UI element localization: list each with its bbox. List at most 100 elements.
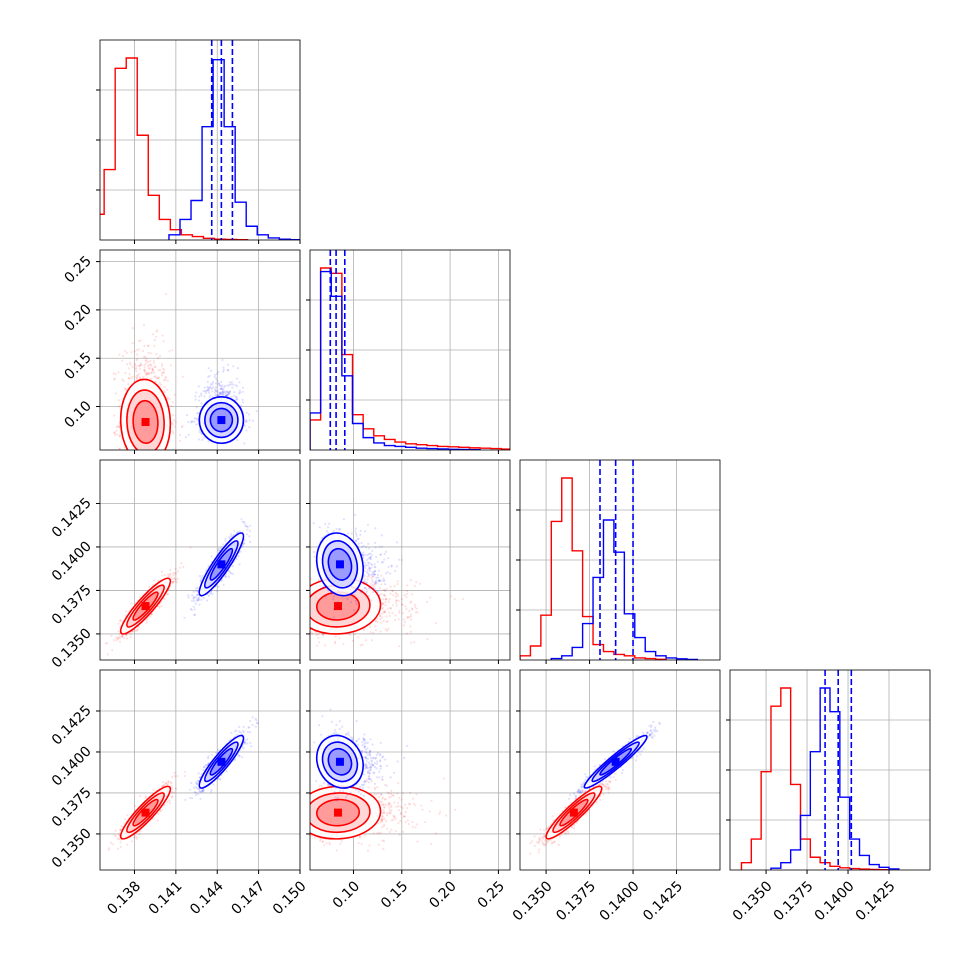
scatter-point [164, 379, 166, 381]
panel-content [105, 518, 252, 655]
scatter-point [371, 571, 373, 573]
scatter-point [207, 389, 209, 391]
scatter-point [155, 353, 157, 355]
scatter-point [239, 390, 241, 392]
scatter-point [147, 454, 149, 456]
scatter-point [417, 611, 419, 613]
scatter-point [322, 634, 324, 636]
scatter-point [190, 608, 192, 610]
scatter-point [194, 417, 196, 419]
scatter-point [206, 386, 208, 388]
scatter-point [227, 364, 229, 366]
scatter-point [388, 612, 390, 614]
scatter-point [248, 535, 250, 537]
scatter-point [411, 593, 413, 595]
scatter-point [164, 598, 166, 600]
scatter-point [387, 608, 389, 610]
scatter-point [380, 575, 382, 577]
scatter-point [408, 616, 410, 618]
scatter-point [152, 333, 154, 335]
scatter-point [384, 601, 386, 603]
scatter-point [369, 626, 371, 628]
scatter-point [242, 391, 244, 393]
scatter-point [159, 355, 161, 357]
scatter-point [230, 533, 232, 535]
scatter-point [356, 535, 358, 537]
scatter-point [191, 600, 193, 602]
scatter-point [334, 641, 336, 643]
panel-0-0 [93, 40, 301, 244]
scatter-point [170, 364, 172, 366]
scatter-point [414, 604, 416, 606]
scatter-point [166, 389, 168, 391]
scatter-point [203, 395, 205, 397]
scatter-point [210, 383, 212, 385]
scatter-point [389, 586, 391, 588]
scatter-point [167, 380, 169, 382]
scatter-point [283, 628, 285, 630]
scatter-point [144, 366, 146, 368]
scatter-point [306, 594, 308, 596]
scatter-point [129, 373, 131, 375]
scatter-point [244, 523, 246, 525]
histogram-series-0 [310, 268, 510, 450]
scatter-point [198, 385, 200, 387]
scatter-point [169, 398, 171, 400]
scatter-point [209, 375, 211, 377]
scatter-point [291, 604, 293, 606]
scatter-point [380, 583, 382, 585]
scatter-point [191, 420, 193, 422]
scatter-point [232, 384, 234, 386]
scatter-point [308, 596, 310, 598]
scatter-point [363, 629, 365, 631]
scatter-point [149, 364, 151, 366]
scatter-point [235, 384, 237, 386]
scatter-point [182, 376, 184, 378]
scatter-point [224, 540, 226, 542]
scatter-point [405, 605, 407, 607]
scatter-point [149, 615, 151, 617]
scatter-point [322, 586, 324, 588]
scatter-point [119, 620, 121, 622]
scatter-point [392, 612, 394, 614]
scatter-point [210, 591, 212, 593]
scatter-point [164, 391, 166, 393]
scatter-point [144, 359, 146, 361]
scatter-point [367, 569, 369, 571]
scatter-point [386, 630, 388, 632]
scatter-point [119, 435, 121, 437]
scatter-point [150, 378, 152, 380]
scatter-point [381, 546, 383, 548]
scatter-point [128, 378, 130, 380]
scatter-point [383, 559, 385, 561]
scatter-point [302, 613, 304, 615]
scatter-point [397, 600, 399, 602]
scatter-point [379, 630, 381, 632]
scatter-point [378, 570, 380, 572]
y-tick-label: 0.10 [61, 398, 94, 431]
scatter-point [139, 368, 141, 370]
scatter-point [410, 642, 412, 644]
scatter-point [317, 637, 319, 639]
scatter-point [362, 644, 364, 646]
scatter-point [136, 457, 138, 459]
scatter-point [145, 362, 147, 364]
scatter-point [170, 405, 172, 407]
scatter-point [130, 636, 132, 638]
scatter-point [148, 372, 150, 374]
scatter-point [374, 625, 376, 627]
scatter-point [379, 615, 381, 617]
scatter-point [333, 595, 335, 597]
scatter-point [151, 372, 153, 374]
scatter-point [172, 580, 174, 582]
scatter-point [454, 598, 456, 600]
grid-lines [310, 250, 510, 450]
scatter-point [236, 439, 238, 441]
scatter-point [123, 637, 125, 639]
scatter-point [365, 582, 367, 584]
scatter-point [211, 388, 213, 390]
scatter-point [159, 606, 161, 608]
density-peak-series-1 [217, 416, 225, 424]
